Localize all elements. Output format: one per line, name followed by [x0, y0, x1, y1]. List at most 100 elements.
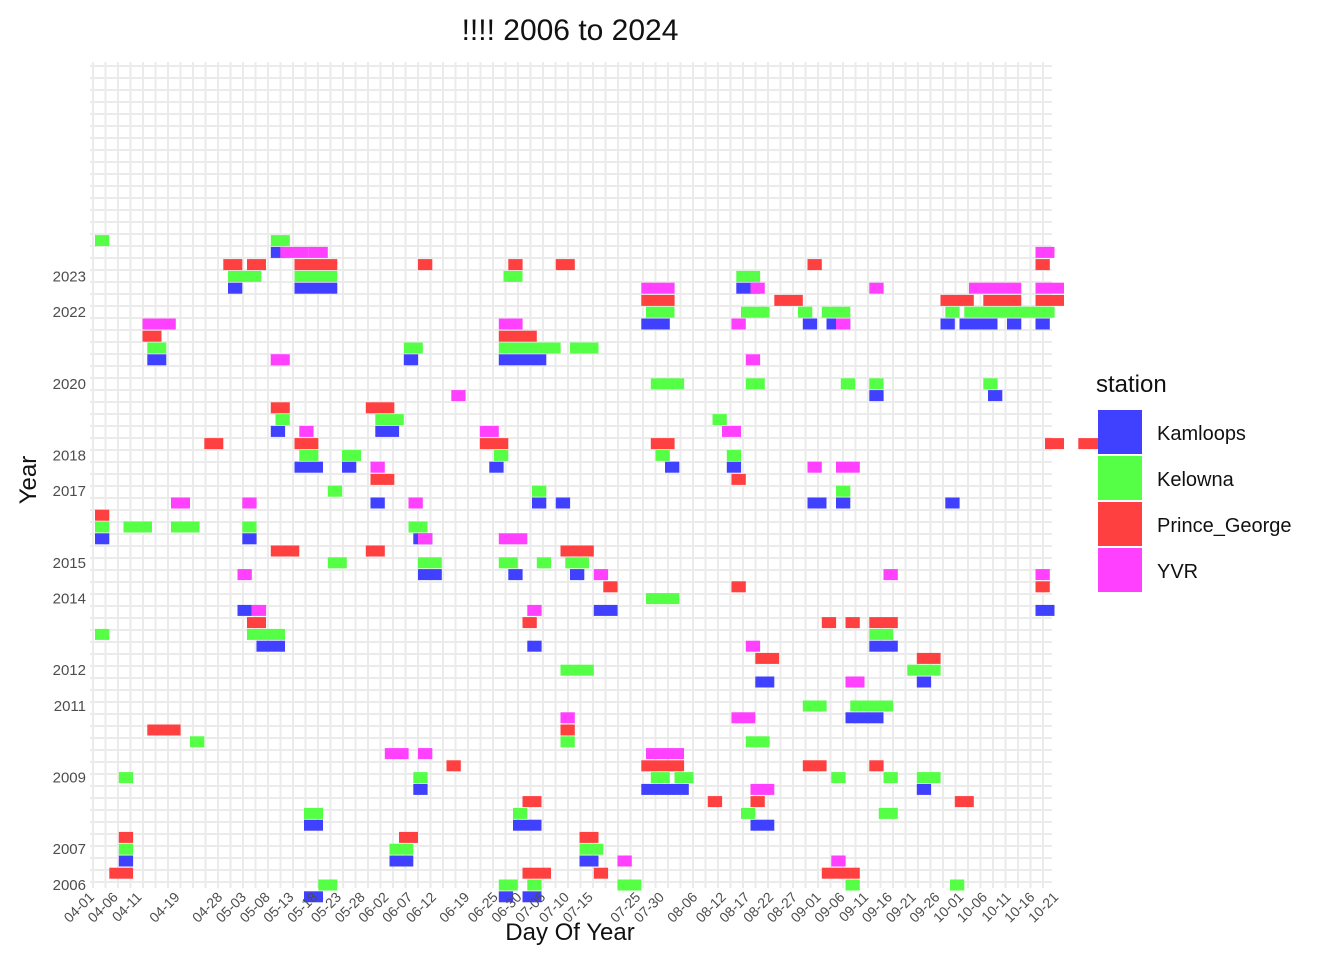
bar-yvr [722, 425, 741, 437]
bar-kamloops [294, 282, 338, 294]
bar-kamloops [836, 497, 851, 509]
bar-kelowna [294, 270, 338, 282]
bar-prince-george [731, 473, 746, 485]
bar-kamloops [508, 569, 523, 581]
bar-kelowna [950, 879, 965, 891]
bar-kamloops [916, 783, 932, 795]
bar-kelowna [560, 736, 575, 748]
bar-prince-george [821, 867, 860, 879]
bar-kelowna [403, 342, 423, 354]
bar-kelowna [712, 414, 727, 426]
bar-kamloops [665, 461, 680, 473]
bar-yvr [750, 783, 775, 795]
bar-prince-george [247, 617, 266, 629]
bar-prince-george [821, 617, 837, 629]
bar-kamloops [532, 497, 547, 509]
bar-kamloops [869, 390, 884, 402]
bar-kamloops [413, 783, 428, 795]
bar-prince-george [479, 438, 509, 450]
bar-prince-george [508, 259, 523, 271]
y-axis-title: Year [15, 456, 42, 505]
bar-prince-george [869, 617, 898, 629]
bar-kelowna [983, 378, 998, 390]
bar-yvr [745, 354, 761, 366]
bar-yvr [498, 318, 523, 330]
bar-kelowna [798, 306, 813, 318]
bar-prince-george [603, 581, 618, 593]
bar-yvr [479, 425, 499, 437]
bar-yvr [845, 676, 865, 688]
bar-kelowna [907, 664, 941, 676]
bar-prince-george [109, 867, 134, 879]
bar-kamloops [270, 425, 286, 437]
y-tick-label: 2020 [53, 376, 86, 393]
bar-prince-george [750, 796, 765, 808]
bar-prince-george [399, 831, 418, 843]
bar-kamloops [147, 354, 167, 366]
bar-yvr [280, 246, 309, 258]
x-axis-title: Day Of Year [505, 919, 634, 946]
bar-kamloops [389, 855, 414, 867]
x-tick-label: 08-06 [664, 889, 701, 926]
bar-yvr [750, 282, 765, 294]
legend-label: Kelowna [1157, 469, 1235, 491]
bar-kelowna [736, 270, 761, 282]
bar-prince-george [204, 438, 224, 450]
bar-kamloops [270, 246, 286, 258]
y-tick-label: 2017 [53, 483, 86, 500]
bar-yvr [731, 318, 746, 330]
bar-kelowna [831, 772, 846, 784]
bar-kelowna [869, 378, 884, 390]
bar-kelowna [498, 557, 518, 569]
bar-yvr [836, 318, 851, 330]
bar-prince-george [731, 581, 746, 593]
bar-kamloops [304, 819, 323, 831]
bar-kelowna [565, 557, 590, 569]
bar-kelowna [318, 879, 338, 891]
bar-yvr [807, 461, 822, 473]
bar-kamloops [342, 461, 357, 473]
y-tick-label: 2011 [54, 698, 86, 715]
bar-prince-george [555, 259, 575, 271]
bar-prince-george [365, 402, 395, 414]
bar-yvr [418, 748, 433, 760]
bar-kelowna [118, 843, 134, 855]
bar-kelowna [95, 521, 110, 533]
bar-prince-george [294, 438, 319, 450]
bar-kamloops [498, 354, 547, 366]
bar-kamloops [555, 497, 571, 509]
grid [90, 62, 1052, 888]
bar-kelowna [408, 521, 428, 533]
bar-kamloops [579, 855, 599, 867]
bar-prince-george [446, 760, 461, 772]
bar-kamloops [845, 712, 884, 724]
bar-kamloops [489, 461, 504, 473]
bar-yvr [237, 569, 252, 581]
bar-kelowna [327, 485, 343, 497]
bar-prince-george [707, 796, 723, 808]
bar-prince-george [650, 438, 675, 450]
bar-kelowna [327, 557, 347, 569]
bar-kelowna [527, 879, 542, 891]
bar-kamloops [641, 318, 670, 330]
bar-kelowna [228, 270, 262, 282]
bar-prince-george [774, 294, 803, 306]
bar-kamloops [570, 569, 585, 581]
bar-kamloops [807, 497, 827, 509]
bar-kamloops [294, 461, 323, 473]
bar-kelowna [945, 306, 960, 318]
bar-kamloops [916, 676, 932, 688]
bar-kamloops [593, 604, 618, 616]
bar-prince-george [95, 509, 110, 521]
bar-prince-george [1078, 438, 1103, 450]
bar-prince-george [802, 760, 827, 772]
bar-kamloops [750, 819, 775, 831]
y-tick-label: 2018 [53, 447, 86, 464]
legend-swatch [1098, 502, 1142, 546]
bar-kelowna [802, 700, 827, 712]
bar-prince-george [641, 294, 675, 306]
bar-yvr [988, 282, 1022, 294]
bar-kamloops [418, 569, 442, 581]
bar-kelowna [836, 485, 851, 497]
